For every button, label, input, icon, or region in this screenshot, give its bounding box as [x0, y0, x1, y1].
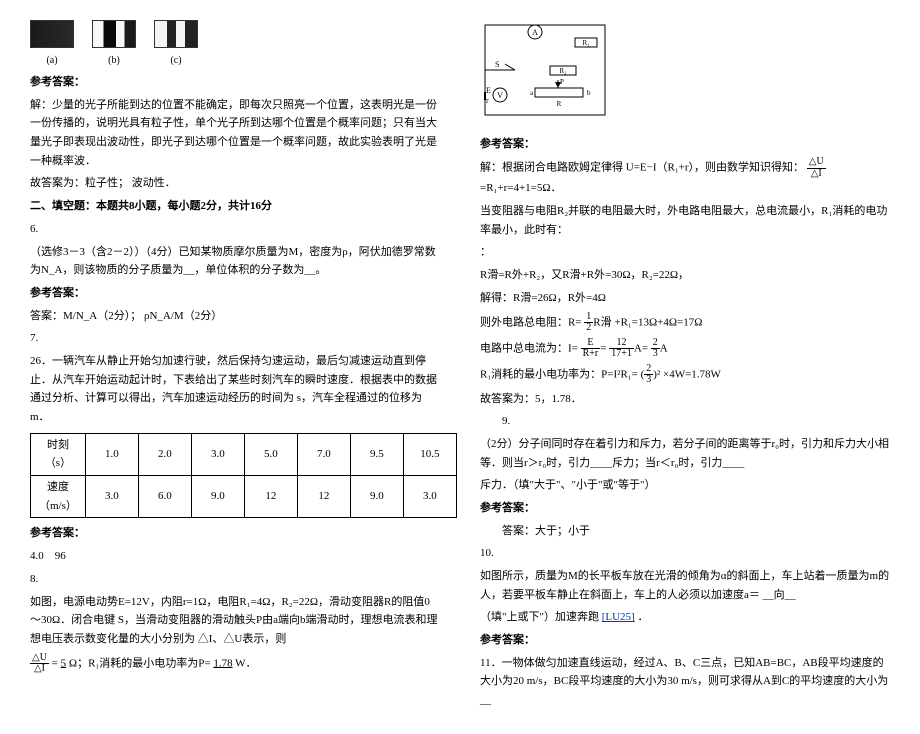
solution-line-1: 解：根据闭合电路欧姆定律得 U=E−I（R₁+r），则由数学知识得知： △U△I… — [480, 157, 890, 198]
solution-text: 解：少量的光子所能到达的位置不能确定，即每次只照亮一个位置，这表明光是一份一份传… — [30, 96, 440, 171]
cell: 9.5 — [350, 433, 403, 475]
q6-answer: 答案：M/N_A（2分）； ρN_A/M（2分） — [30, 307, 440, 326]
cell: 速度（m/s） — [31, 476, 86, 518]
q9-answer: 答案：大于；小于 — [480, 522, 890, 541]
txt: 解：根据闭合电路欧姆定律得 U=E−I（R₁+r），则由数学知识得知： — [480, 162, 804, 174]
q9-text: （2分）分子间同时存在着引力和斥力，若分子间的距离等于r₀时，引力和斥力大小相等… — [480, 435, 890, 472]
label-b: (b) — [92, 52, 136, 69]
solution-line-2: 当变阻器与电阻R₂并联的电阻最大时，外电路电阻最大，总电流最小，R₁消耗的电功率… — [480, 202, 890, 239]
spectrum-c — [154, 20, 198, 48]
q8-formula-line: △U△I = 5 Ω；R₁消耗的最小电功率为P= 1.78 W． — [30, 653, 440, 675]
svg-text:R₁: R₁ — [582, 39, 589, 47]
fraction-du-di: △U△I — [807, 157, 826, 179]
section-2-heading: 二、填空题：本题共8小题，每小题2分，共计16分 — [30, 197, 440, 216]
q26-answer: 4.0 96 — [30, 547, 440, 566]
svg-text:R₂: R₂ — [559, 67, 567, 75]
txt: =R₁+r=4+1=5Ω． — [480, 182, 562, 194]
solution-line-7: R₁消耗的最小电功率为：P=I²R₁= (23)² ×4W=1.78W — [480, 364, 890, 386]
q26-text: 26．一辆汽车从静止开始匀加速行驶，然后保持匀速运动，最后匀减速运动直到停止．从… — [30, 352, 440, 427]
txt: 电路中总电流为：I= — [480, 342, 578, 354]
cell: 1.0 — [85, 433, 138, 475]
cell: 12 — [244, 476, 297, 518]
q6-number: 6. — [30, 220, 440, 239]
fraction: 1217+1 — [609, 338, 634, 360]
label-c: (c) — [154, 52, 198, 69]
txt: Ω；R₁消耗的最小电功率为P= — [69, 657, 211, 669]
cell: 3.0 — [191, 433, 244, 475]
cell: 10.5 — [403, 433, 456, 475]
q8-text: 如图，电源电动势E=12V，内阻r=1Ω，电阻R₁=4Ω，R₂=22Ω，滑动变阻… — [30, 593, 440, 649]
svg-text:A: A — [532, 28, 538, 37]
cell: 9.0 — [350, 476, 403, 518]
table-row: 时刻（s） 1.0 2.0 3.0 5.0 7.0 9.5 10.5 — [31, 433, 457, 475]
svg-text:a: a — [530, 89, 534, 97]
cell: 3.0 — [403, 476, 456, 518]
unit-w: W． — [235, 657, 256, 669]
txt: +R₁=13Ω+4Ω=17Ω — [614, 316, 702, 328]
txt: 则外电路总电阻：R= — [480, 316, 582, 328]
q26-answer-label: 参考答案： — [30, 524, 440, 543]
cell: 2.0 — [138, 433, 191, 475]
q10-answer-label: 参考答案： — [480, 631, 890, 650]
q6-text: （选修3－3（含2－2））（4分）已知某物质摩尔质量为M，密度为ρ，阿伏加德罗常… — [30, 243, 440, 280]
txt: ． — [637, 611, 648, 623]
cell: 9.0 — [191, 476, 244, 518]
svg-text:r: r — [486, 96, 489, 105]
q9-tail: 斥力．（填"大于"、"小于"或"等于"） — [480, 476, 890, 495]
spectrum-a — [30, 20, 74, 48]
svg-text:E: E — [486, 86, 491, 95]
solution-dots: ： — [480, 243, 890, 262]
label-a: (a) — [30, 52, 74, 69]
cell: 6.0 — [138, 476, 191, 518]
svg-text:V: V — [497, 91, 503, 100]
q10-number: 10. — [480, 544, 890, 563]
spectrum-labels: (a) (b) (c) — [30, 52, 440, 69]
solution-line-5: 则外电路总电阻：R= 12R滑 +R₁=13Ω+4Ω=17Ω — [480, 312, 890, 334]
fraction: 23 — [651, 338, 660, 360]
q9-answer-label: 参考答案： — [480, 499, 890, 518]
solution-line-3: R滑=R外+R₂，又R滑+R外=30Ω，R₂=22Ω， — [480, 266, 890, 285]
q9-number: 9. — [480, 412, 890, 431]
svg-text:b: b — [587, 89, 591, 97]
reference-answer-heading: 参考答案： — [30, 73, 440, 92]
left-column: (a) (b) (c) 参考答案： 解：少量的光子所能到达的位置不能确定，即每次… — [30, 20, 440, 714]
spectrum-images — [30, 20, 440, 48]
txt: ×4W=1.78W — [663, 368, 721, 380]
table-row: 速度（m/s） 3.0 6.0 9.0 12 12 9.0 3.0 — [31, 476, 457, 518]
reference-answer-heading: 参考答案： — [480, 135, 890, 154]
fraction: ER+r — [581, 338, 601, 360]
cell: 7.0 — [297, 433, 350, 475]
fraction: 12 — [584, 312, 593, 334]
svg-text:S: S — [495, 60, 499, 69]
q10-text: 如图所示，质量为M的长平板车放在光滑的倾角为α的斜面上，车上站着一质量为m的人，… — [480, 567, 890, 604]
blank-p: 1.78 — [213, 657, 232, 669]
q11-text: 11．一物体做匀加速直线运动，经过A、B、C三点，已知AB=BC，AB段平均速度… — [480, 654, 890, 710]
svg-text:R: R — [557, 100, 562, 108]
fraction-du-di: △U△I — [30, 653, 49, 675]
q6-answer-label: 参考答案： — [30, 284, 440, 303]
q7-number: 7. — [30, 329, 440, 348]
cell: 5.0 — [244, 433, 297, 475]
solution-line-6: 电路中总电流为：I= ER+r= 1217+1A= 23A — [480, 338, 890, 360]
link-lu25[interactable]: [LU25] — [602, 611, 635, 623]
fraction: 23 — [644, 364, 653, 386]
q10-tail: （填"上或下"）加速奔跑 [LU25] ． — [480, 608, 890, 627]
speed-table: 时刻（s） 1.0 2.0 3.0 5.0 7.0 9.5 10.5 速度（m/… — [30, 433, 457, 519]
conclusion-text: 故答案为：粒子性； 波动性． — [30, 174, 440, 193]
solution-line-4: 解得：R滑=26Ω，R外=4Ω — [480, 289, 890, 308]
circuit-diagram: A R₁ S V R₂ a b R P E r — [480, 20, 610, 120]
cell: 时刻（s） — [31, 433, 86, 475]
spectrum-b — [92, 20, 136, 48]
solution-line-8: 故答案为：5，1.78． — [480, 390, 890, 409]
cell: 12 — [297, 476, 350, 518]
txt: （填"上或下"）加速奔跑 — [480, 611, 599, 623]
eq: = — [52, 657, 58, 669]
q8-number: 8. — [30, 570, 440, 589]
cell: 3.0 — [85, 476, 138, 518]
right-column: A R₁ S V R₂ a b R P E r 参考答案： 解：根据闭合电路欧姆… — [480, 20, 890, 714]
blank-5: 5 — [61, 657, 67, 669]
txt: R₁消耗的最小电功率为：P=I²R₁= — [480, 368, 638, 380]
svg-text:P: P — [560, 78, 564, 86]
